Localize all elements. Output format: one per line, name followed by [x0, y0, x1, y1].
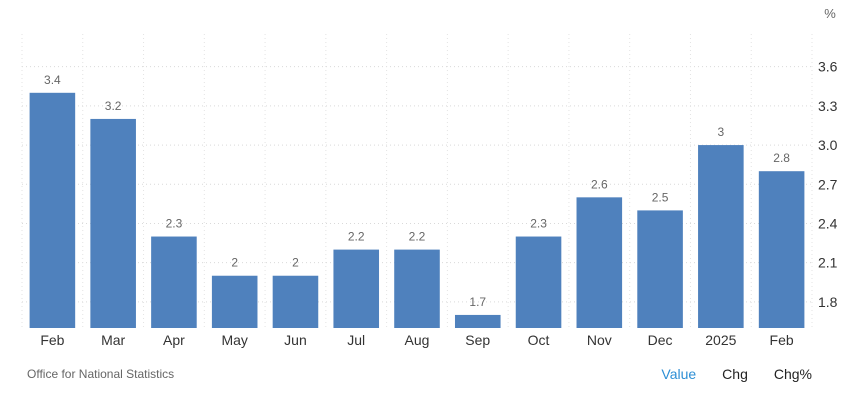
bar-value-label: 2.3 — [166, 217, 183, 231]
x-tick-label: Jun — [284, 332, 307, 348]
y-tick-label: 2.1 — [818, 255, 838, 271]
bar-value-labels: 3.4 3.2 2.3 2 2 2.2 2.2 1.7 2.3 2.6 2.5 3 2.8 — [44, 73, 790, 309]
y-tick-label: 2.4 — [818, 215, 838, 231]
bar-value-label: 3.2 — [105, 99, 122, 113]
bar-6[interactable] — [394, 249, 440, 328]
bar-value-label: 2.5 — [652, 190, 669, 204]
y-axis-unit: % — [824, 6, 836, 21]
x-tick-label: Feb — [770, 332, 794, 348]
bar-value-label: 2 — [231, 256, 238, 270]
y-tick-label: 2.7 — [818, 176, 838, 192]
bar-value-label: 2.2 — [409, 230, 426, 244]
x-tick-label: Aug — [405, 332, 430, 348]
bar-11[interactable] — [698, 145, 744, 328]
bar-2[interactable] — [151, 236, 197, 328]
toggle-chg[interactable]: Chg — [722, 366, 748, 382]
bar-value-label: 1.7 — [469, 295, 486, 309]
x-tick-label: Jul — [347, 332, 365, 348]
y-axis-ticks: 1.8 2.1 2.4 2.7 3.0 3.3 3.6 — [818, 59, 838, 310]
y-tick-label: 3.0 — [818, 137, 838, 153]
x-tick-label: Oct — [528, 332, 550, 348]
y-tick-label: 3.6 — [818, 59, 838, 75]
bar-7[interactable] — [454, 314, 501, 328]
bar-5[interactable] — [333, 249, 380, 328]
bars — [29, 92, 805, 328]
bar-1[interactable] — [90, 118, 136, 328]
view-toggle-group: Value Chg Chg% — [661, 366, 812, 382]
y-tick-label: 3.3 — [818, 98, 838, 114]
x-tick-label: 2025 — [705, 332, 736, 348]
x-tick-label: Nov — [587, 332, 612, 348]
x-tick-label: Feb — [40, 332, 64, 348]
bar-10[interactable] — [637, 210, 683, 328]
bar-value-label: 2.6 — [591, 177, 608, 191]
x-axis-ticks: Feb Mar Apr May Jun Jul Aug Sep Oct Nov Dec 2025 Feb — [40, 332, 794, 348]
bar-12[interactable] — [758, 171, 805, 328]
x-tick-label: Sep — [465, 332, 490, 348]
bar-value-label: 2.8 — [773, 151, 790, 165]
grid-lines — [21, 34, 813, 328]
bar-value-label: 3 — [718, 125, 725, 139]
bar-value-label: 2 — [292, 256, 299, 270]
toggle-value[interactable]: Value — [661, 366, 697, 382]
bar-9[interactable] — [576, 197, 623, 328]
bar-value-label: 2.3 — [530, 217, 547, 231]
x-tick-label: Mar — [101, 332, 125, 348]
bar-value-label: 3.4 — [44, 73, 61, 87]
bar-8[interactable] — [515, 236, 562, 328]
bar-3[interactable] — [211, 275, 258, 328]
toggle-chg-percent[interactable]: Chg% — [773, 366, 812, 382]
source-label: Office for National Statistics — [27, 367, 175, 381]
y-tick-label: 1.8 — [818, 294, 838, 310]
bar-4[interactable] — [272, 275, 319, 328]
bar-value-label: 2.2 — [348, 230, 365, 244]
x-tick-label: Apr — [163, 332, 185, 348]
x-tick-label: May — [221, 332, 247, 348]
bar-0[interactable] — [29, 92, 76, 328]
x-tick-label: Dec — [648, 332, 673, 348]
